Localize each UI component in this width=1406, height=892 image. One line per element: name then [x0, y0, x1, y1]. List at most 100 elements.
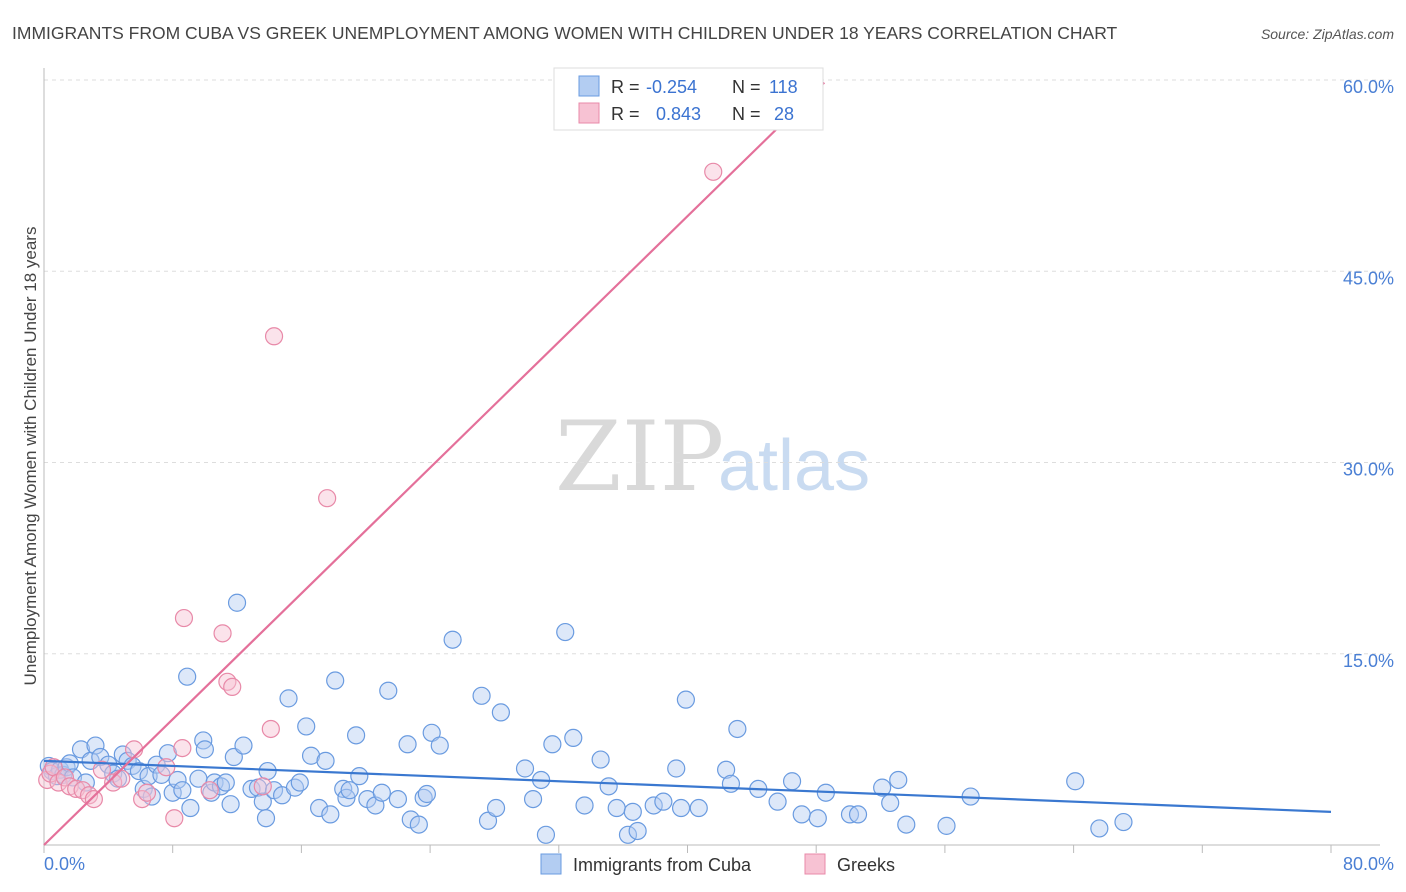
cuba-point	[848, 805, 868, 824]
cuba-point	[523, 789, 543, 809]
cuba-point	[86, 736, 105, 755]
cuba-point	[221, 795, 240, 814]
cuba-point	[556, 622, 575, 642]
trend-lines	[43, 81, 1332, 846]
cuba-point	[301, 746, 321, 765]
series-greeks-points	[38, 162, 723, 828]
cuba-point	[158, 744, 177, 763]
cuba-point	[472, 686, 491, 705]
cuba-point	[937, 816, 956, 835]
legend-swatch-cuba	[540, 853, 562, 875]
cuba-point	[297, 717, 316, 736]
cuba-point	[873, 778, 892, 797]
y-axis-label: Unemployment Among Women with Children U…	[21, 227, 40, 686]
cuba-point	[181, 798, 200, 818]
cuba-point	[671, 798, 691, 818]
greeks-point	[174, 608, 194, 628]
cuba-point	[599, 777, 618, 796]
cuba-point	[628, 821, 647, 841]
cuba-point	[258, 761, 277, 781]
greeks-point	[55, 768, 75, 787]
stats-r-label-greeks: R =	[611, 104, 640, 124]
greeks-point	[253, 777, 272, 796]
cuba-point	[676, 690, 695, 709]
cuba-point	[178, 667, 197, 686]
cuba-point	[227, 593, 247, 612]
cuba-point	[430, 736, 449, 755]
cuba-point	[808, 809, 827, 828]
watermark: ZIP atlas	[555, 401, 870, 513]
cuba-point	[543, 735, 562, 754]
cuba-point	[321, 805, 340, 824]
stats-legend: R = -0.254 N = 118 R = 0.843 N = 28	[553, 67, 824, 131]
greeks-point	[92, 760, 112, 779]
cuba-point	[618, 825, 638, 844]
cuba-point	[417, 784, 436, 804]
cuba-point	[279, 689, 298, 708]
cuba-point	[689, 798, 708, 818]
stats-n-label-cuba: N =	[732, 77, 761, 97]
y-tick-label: 15.0%	[1343, 651, 1394, 671]
cuba-point	[536, 825, 556, 844]
x-axis-tick-labels: 0.0% 80.0%	[44, 854, 1394, 874]
cuba-point	[216, 773, 235, 792]
stats-n-value-greeks: 28	[774, 104, 794, 124]
greeks-point	[157, 758, 176, 777]
cuba-point	[515, 759, 535, 778]
cuba-point	[326, 671, 345, 690]
cuba-point	[443, 630, 462, 649]
cuba-point	[591, 750, 610, 769]
stats-r-label-cuba: R =	[611, 77, 640, 97]
y-axis-tick-labels: 15.0% 30.0% 45.0% 60.0%	[1343, 77, 1394, 671]
greeks-point	[261, 719, 280, 739]
x-tick-label: 0.0%	[44, 854, 85, 874]
cuba-point	[491, 703, 510, 722]
cuba-point	[1114, 812, 1133, 832]
stats-n-value-cuba: 118	[769, 77, 798, 97]
chart-title: IMMIGRANTS FROM CUBA VS GREEK UNEMPLOYME…	[12, 23, 1118, 43]
cuba-point	[340, 781, 359, 800]
stats-swatch-cuba	[578, 75, 600, 97]
cuba-point	[350, 767, 369, 786]
greeks-point	[200, 781, 219, 800]
cuba-point	[607, 798, 626, 818]
cuba-point	[290, 773, 309, 792]
cuba-point	[768, 792, 787, 811]
cuba-point	[242, 779, 261, 799]
cuba-point	[575, 796, 594, 815]
x-axis-ticks	[43, 845, 1332, 853]
cuba-point	[782, 772, 802, 791]
cuba-point	[564, 728, 583, 748]
greeks-point	[173, 738, 192, 758]
stats-n-label-greeks: N =	[732, 104, 761, 124]
cuba-point	[728, 719, 747, 739]
cuba-point	[309, 798, 329, 818]
cuba-point	[398, 735, 417, 754]
greeks-point	[704, 162, 723, 181]
cuba-point	[654, 792, 673, 811]
cuba-point	[486, 798, 506, 818]
cuba-point	[721, 774, 741, 793]
cuba-point	[195, 740, 214, 759]
cuba-point	[388, 789, 408, 809]
cuba-point	[717, 760, 736, 779]
series-cuba-points	[39, 593, 1133, 844]
cuba-point	[889, 770, 908, 790]
cuba-point	[234, 736, 253, 755]
cuba-point	[168, 770, 187, 790]
watermark-zip: ZIP	[555, 401, 724, 513]
cuba-point	[256, 809, 276, 828]
greeks-point	[124, 740, 144, 759]
stats-swatch-greeks	[578, 102, 600, 124]
cuba-point	[285, 778, 305, 797]
cuba-point	[1066, 772, 1085, 791]
cuba-trend-line	[43, 759, 1332, 813]
legend-label-greeks: Greeks	[837, 855, 895, 875]
greeks-point	[213, 624, 232, 643]
series-legend: Immigrants from Cuba Greeks	[540, 853, 895, 875]
cuba-point	[316, 751, 335, 770]
cuba-point	[1090, 819, 1109, 838]
y-tick-label: 30.0%	[1343, 460, 1394, 480]
cuba-point	[409, 815, 428, 834]
